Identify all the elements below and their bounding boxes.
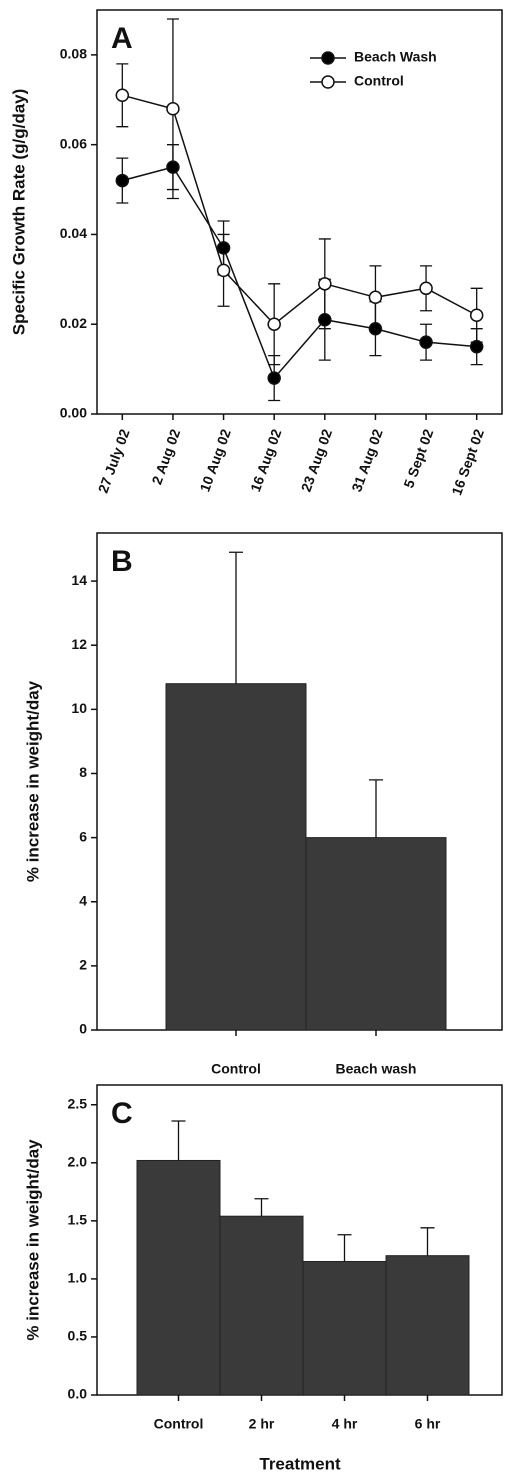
series-line — [122, 94, 478, 326]
y-tick-label: 2 — [79, 957, 87, 973]
y-tick-label: 1.0 — [68, 1270, 88, 1286]
bar — [302, 1260, 387, 1396]
y-tick-label: 0.00 — [60, 405, 87, 421]
marker — [166, 160, 180, 174]
bar — [385, 1255, 470, 1396]
marker — [368, 321, 383, 336]
x-tick-label: 27 July 02 — [95, 427, 133, 496]
y-tick-label: 0.06 — [60, 135, 87, 151]
marker — [318, 312, 332, 327]
y-tick-label: 12 — [71, 636, 87, 652]
legend-label: Beach Wash — [354, 49, 437, 65]
bar — [305, 837, 447, 1031]
y-tick-label: 2.0 — [68, 1153, 88, 1169]
x-tick-label: 16 Aug 02 — [247, 427, 285, 494]
marker — [115, 173, 130, 188]
y-axis-label: % increase in weight/day — [23, 1139, 42, 1341]
panel-label: A — [111, 22, 133, 55]
panel-label: B — [111, 545, 133, 578]
y-tick-label: 0.08 — [60, 46, 87, 62]
error-bar — [420, 1227, 435, 1256]
y-axis-label: % increase in weight/day — [23, 680, 42, 882]
error-bar — [171, 1120, 186, 1161]
x-tick-label: 2 Aug 02 — [148, 427, 183, 487]
marker — [115, 88, 130, 103]
error-bar — [337, 1234, 352, 1262]
bar — [136, 1159, 221, 1396]
error-bar — [254, 1198, 269, 1217]
x-tick-label: 6 hr — [415, 1416, 441, 1432]
y-tick-label: 0 — [79, 1021, 87, 1037]
marker — [419, 281, 433, 296]
marker — [166, 102, 180, 116]
y-tick-label: 6 — [79, 828, 87, 844]
y-tick-label: 8 — [79, 764, 87, 780]
x-tick-label: 5 Sept 02 — [400, 427, 436, 490]
marker — [267, 317, 281, 331]
y-tick-label: 4 — [79, 892, 87, 908]
legend-label: Control — [354, 73, 404, 89]
plot-frame — [96, 9, 503, 415]
marker — [469, 339, 484, 354]
y-axis-label: Specific Growth Rate (g/g/day) — [9, 89, 28, 336]
x-axis-label: Treatment — [259, 1454, 341, 1473]
marker — [216, 263, 231, 278]
bar — [165, 683, 307, 1031]
error-bar — [229, 551, 243, 684]
y-tick-label: 14 — [71, 572, 87, 588]
y-tick-label: 0.5 — [68, 1328, 88, 1344]
legend-marker — [321, 75, 335, 89]
x-tick-label: 4 hr — [332, 1416, 358, 1432]
x-tick-label: Beach wash — [336, 1061, 417, 1077]
error-bar — [369, 779, 383, 838]
marker — [267, 371, 281, 385]
x-tick-label: 2 hr — [249, 1416, 275, 1432]
y-tick-label: 2.5 — [68, 1095, 88, 1111]
x-tick-label: Control — [154, 1416, 204, 1432]
x-tick-label: Control — [211, 1061, 261, 1077]
x-tick-label: 23 Aug 02 — [298, 427, 336, 494]
x-tick-label: 16 Sept 02 — [448, 427, 487, 498]
y-tick-label: 1.5 — [68, 1212, 88, 1228]
y-tick-label: 0.0 — [68, 1386, 88, 1402]
marker — [216, 241, 231, 255]
marker — [368, 290, 383, 305]
marker — [419, 335, 433, 349]
marker — [469, 308, 484, 322]
bar — [219, 1215, 304, 1396]
legend-marker — [321, 51, 335, 65]
x-tick-label: 10 Aug 02 — [196, 427, 234, 494]
y-tick-label: 0.02 — [60, 315, 87, 331]
y-tick-label: 0.04 — [60, 225, 87, 241]
y-tick-label: 10 — [71, 700, 87, 716]
series-line — [122, 166, 477, 380]
x-tick-label: 31 Aug 02 — [348, 427, 386, 494]
panel-label: C — [111, 1097, 133, 1130]
marker — [318, 277, 332, 291]
